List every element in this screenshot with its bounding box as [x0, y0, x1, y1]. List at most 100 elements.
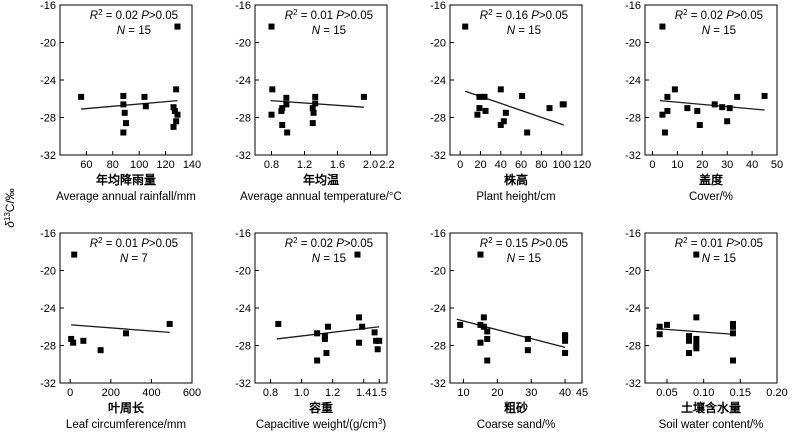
data-point	[477, 321, 484, 328]
y-tick-label: -16	[625, 228, 641, 240]
data-point	[123, 330, 129, 337]
data-point	[661, 129, 668, 136]
x-tick-label: 80	[535, 159, 547, 171]
data-point	[284, 129, 291, 136]
x-tick-label: 0	[649, 159, 655, 171]
data-point	[734, 93, 741, 100]
x-tick-label: 1.2	[325, 387, 340, 399]
data-point	[80, 337, 87, 344]
x-axis-title-en: Cover/%	[689, 191, 733, 203]
x-tick-label: 60	[515, 159, 527, 171]
r2-annotation: R2 = 0.02 P>0.05	[675, 8, 763, 23]
data-point	[312, 93, 319, 100]
data-point	[142, 103, 149, 110]
y-tick-label: -16	[40, 0, 56, 12]
data-point	[696, 122, 703, 128]
data-point	[684, 105, 691, 112]
x-tick-label: 120	[573, 159, 591, 171]
data-point	[693, 341, 700, 348]
x-tick-label: 140	[183, 159, 201, 171]
data-point	[546, 105, 553, 112]
y-tick-label: -32	[40, 150, 56, 162]
x-tick-label: 120	[156, 159, 174, 171]
data-point	[711, 101, 718, 108]
x-tick-label: 0.8	[263, 387, 278, 399]
data-point	[360, 93, 367, 100]
data-point	[686, 333, 692, 340]
y-axis-label: δ13C/‰	[3, 188, 18, 228]
n-annotation: N = 15	[702, 25, 736, 37]
data-point	[123, 120, 129, 127]
data-point	[166, 320, 173, 327]
data-point	[376, 337, 383, 344]
data-point	[761, 92, 768, 99]
data-point	[141, 93, 148, 100]
x-tick-label: 2.0	[363, 159, 378, 171]
y-tick-label: -28	[625, 113, 641, 125]
data-point	[323, 350, 330, 356]
data-point	[562, 350, 569, 356]
y-tick-label: -24	[235, 75, 251, 87]
x-axis-title-cn: 盖度	[699, 172, 724, 187]
data-point	[171, 107, 178, 114]
n-annotation: N = 15	[507, 25, 541, 37]
x-tick-label: 40	[746, 159, 758, 171]
data-point	[170, 104, 177, 111]
data-point	[174, 23, 181, 30]
x-tick-label: 400	[142, 387, 160, 399]
x-tick-label: 45	[576, 387, 588, 399]
data-point	[693, 335, 700, 342]
n-annotation: N = 7	[120, 253, 148, 265]
y-tick-label: -32	[40, 378, 56, 390]
data-point	[457, 321, 464, 328]
trend-line	[81, 99, 178, 110]
data-point	[279, 122, 286, 128]
trend-line	[456, 318, 566, 349]
data-point	[477, 251, 484, 258]
x-axis-title-cn: 土壤含水量	[681, 400, 741, 415]
y-tick-label: -28	[235, 341, 251, 353]
data-point	[671, 86, 678, 93]
x-tick-label: 40	[559, 387, 571, 399]
x-tick-label: 200	[102, 387, 120, 399]
data-point	[173, 118, 180, 125]
x-axis-title-en: Soil water content/%	[659, 419, 764, 431]
trend-line	[71, 324, 170, 334]
data-point	[686, 350, 692, 356]
panel-5: -16 -20 -24 -28 -32 0 200 400 600 R2 = 0.01 P>0.0…	[40, 228, 201, 431]
data-point	[693, 251, 700, 258]
y-tick-label: -20	[625, 266, 641, 278]
x-tick-label: 10	[457, 387, 469, 399]
data-point	[283, 101, 290, 108]
y-tick-label: -16	[430, 0, 446, 12]
data-point	[275, 320, 282, 327]
data-point	[724, 118, 731, 125]
panel-7: -16 -20 -24 -28 -32 10 20 30 40 45 R2 = 0.15 P>0.0…	[430, 228, 588, 431]
data-point	[474, 111, 481, 118]
y-tick-label: -24	[430, 303, 446, 315]
r2-annotation: R2 = 0.02 P>0.05	[285, 236, 373, 251]
data-point	[312, 100, 319, 107]
x-tick-label: 60	[80, 159, 92, 171]
data-point	[693, 314, 700, 321]
data-point	[730, 323, 736, 330]
y-tick-label: -20	[430, 38, 446, 50]
data-point	[664, 93, 671, 100]
data-point	[354, 251, 361, 258]
n-annotation: N = 15	[702, 253, 736, 265]
y-tick-label: -32	[235, 150, 251, 162]
data-point	[719, 104, 726, 111]
x-axis-title-cn: 粗砂	[504, 400, 528, 415]
x-tick-label: 50	[771, 159, 783, 171]
y-tick-label: -32	[235, 378, 251, 390]
y-tick-label: -24	[430, 75, 446, 87]
data-point	[562, 332, 569, 339]
y-tick-label: -28	[430, 113, 446, 125]
x-tick-label: 2.2	[379, 159, 394, 171]
y-tick-label: -32	[430, 378, 446, 390]
data-point	[482, 107, 489, 114]
data-point	[373, 337, 380, 344]
x-axis-title-cn: 叶周长	[108, 400, 145, 415]
data-point	[279, 105, 286, 112]
